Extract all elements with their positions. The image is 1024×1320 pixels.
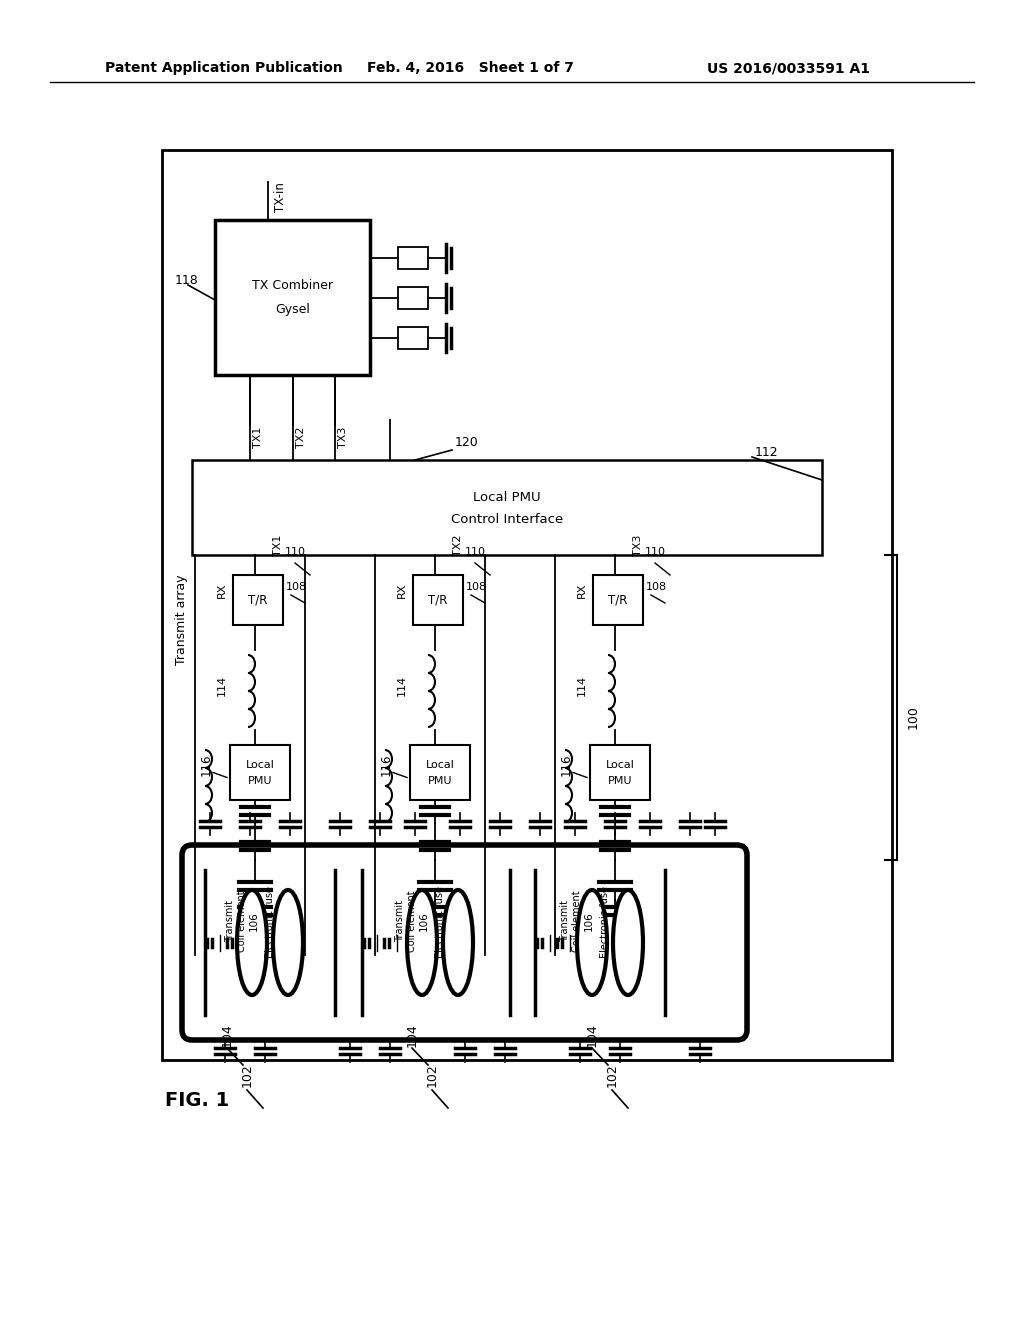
Ellipse shape (443, 890, 473, 995)
Text: Gysel: Gysel (275, 304, 310, 315)
Text: PMU: PMU (608, 776, 632, 787)
Text: 100: 100 (907, 706, 920, 730)
Text: Local PMU: Local PMU (473, 491, 541, 504)
Text: T/R: T/R (428, 594, 447, 606)
Text: Transmit array: Transmit array (175, 574, 188, 665)
Text: 110: 110 (285, 546, 306, 557)
Text: T/R: T/R (248, 594, 267, 606)
Text: Electronic fuse: Electronic fuse (435, 886, 445, 957)
Bar (215, 220, 370, 375)
Bar (413, 576, 463, 624)
Text: 108: 108 (646, 582, 667, 591)
Text: RX: RX (577, 582, 587, 598)
Text: Transmit: Transmit (560, 900, 570, 942)
Text: Transmit: Transmit (225, 900, 234, 942)
Text: RX: RX (217, 582, 227, 598)
Text: 104: 104 (220, 1023, 233, 1047)
Ellipse shape (237, 890, 267, 995)
Text: US 2016/0033591 A1: US 2016/0033591 A1 (707, 61, 870, 75)
Text: 112: 112 (755, 446, 778, 458)
Text: 114: 114 (217, 675, 227, 696)
Text: Coil element: Coil element (407, 891, 417, 952)
Text: 104: 104 (406, 1023, 419, 1047)
Text: PMU: PMU (428, 776, 453, 787)
Text: 116: 116 (380, 754, 393, 776)
Bar (593, 576, 643, 624)
Text: Local: Local (246, 759, 274, 770)
Text: TX2: TX2 (453, 535, 463, 556)
Text: Coil element: Coil element (237, 891, 247, 952)
Text: 102: 102 (241, 1063, 254, 1086)
Text: 102: 102 (605, 1063, 618, 1086)
Bar (162, 150, 892, 1060)
Text: 104: 104 (586, 1023, 598, 1047)
Text: 114: 114 (397, 675, 407, 696)
Bar (193, 459, 822, 554)
Text: TX1: TX1 (273, 535, 283, 556)
Text: TX3: TX3 (338, 426, 348, 447)
Text: Local: Local (426, 759, 455, 770)
Ellipse shape (407, 890, 437, 995)
Text: 110: 110 (645, 546, 666, 557)
FancyBboxPatch shape (182, 845, 746, 1040)
Text: TX3: TX3 (633, 535, 643, 556)
Ellipse shape (613, 890, 643, 995)
Bar (590, 744, 650, 800)
Text: TX-in: TX-in (274, 182, 288, 213)
Bar (230, 744, 290, 800)
Text: 116: 116 (560, 754, 573, 776)
Text: 108: 108 (466, 582, 487, 591)
Bar (233, 576, 283, 624)
Text: TX Combiner: TX Combiner (252, 279, 333, 292)
Bar (398, 327, 428, 348)
Text: TX2: TX2 (296, 426, 306, 447)
Text: 114: 114 (577, 675, 587, 696)
Ellipse shape (577, 890, 607, 995)
Text: 106: 106 (249, 912, 259, 932)
Text: FIG. 1: FIG. 1 (165, 1090, 229, 1110)
Text: 108: 108 (286, 582, 307, 591)
Text: Coil element: Coil element (572, 891, 582, 952)
Text: 116: 116 (200, 754, 213, 776)
Text: Patent Application Publication: Patent Application Publication (105, 61, 343, 75)
Text: Electronic fuse: Electronic fuse (600, 886, 610, 957)
Text: TX1: TX1 (253, 426, 263, 447)
Text: 106: 106 (419, 912, 429, 932)
Bar (410, 744, 470, 800)
Text: 110: 110 (465, 546, 486, 557)
Text: PMU: PMU (248, 776, 272, 787)
Text: T/R: T/R (608, 594, 628, 606)
Text: 118: 118 (175, 273, 199, 286)
Text: 120: 120 (455, 437, 479, 450)
Bar (398, 286, 428, 309)
Text: Feb. 4, 2016   Sheet 1 of 7: Feb. 4, 2016 Sheet 1 of 7 (367, 61, 573, 75)
Text: Electronic fuse: Electronic fuse (265, 886, 275, 957)
Text: RX: RX (397, 582, 407, 598)
Ellipse shape (273, 890, 303, 995)
Text: Transmit: Transmit (395, 900, 406, 942)
Text: 106: 106 (584, 912, 594, 932)
Bar (398, 247, 428, 269)
Text: 102: 102 (426, 1063, 438, 1086)
Text: Local: Local (605, 759, 635, 770)
Text: Control Interface: Control Interface (451, 513, 563, 525)
